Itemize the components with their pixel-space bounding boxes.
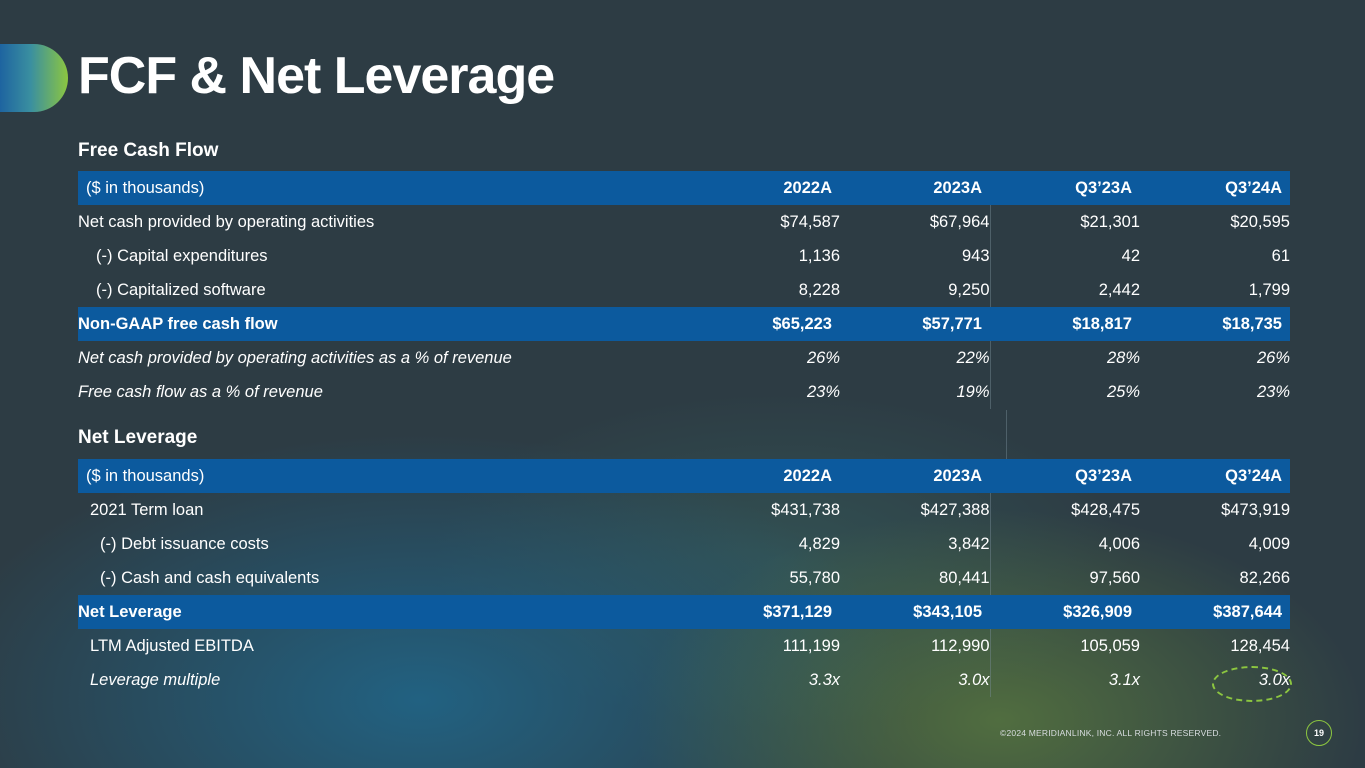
- table-row: Leverage multiple 3.3x 3.0x 3.1x 3.0x: [78, 663, 1290, 697]
- column-divider: [1006, 410, 1007, 462]
- row-label: 2021 Term loan: [90, 500, 204, 519]
- row-value: $428,475: [989, 493, 1140, 527]
- row-value: 4,009: [1248, 534, 1290, 553]
- title-accent-tab: [0, 44, 68, 112]
- row-value: $343,105: [840, 595, 990, 629]
- row-value: 28%: [989, 341, 1140, 375]
- row-value: 1,799: [1248, 280, 1290, 299]
- row-label: Net cash provided by operating activitie…: [78, 212, 375, 231]
- table-row: Free cash flow as a % of revenue 23% 19%…: [78, 375, 1290, 409]
- row-value: $65,223: [690, 307, 840, 341]
- row-value: $371,129: [690, 595, 840, 629]
- row-value: $21,301: [989, 205, 1140, 239]
- row-value: 105,059: [989, 629, 1140, 663]
- header-col: 2022A: [690, 459, 840, 493]
- header-col: Q3’24A: [1140, 171, 1290, 205]
- row-value: 22%: [956, 348, 990, 367]
- row-value: $20,595: [1230, 212, 1290, 231]
- row-value: 8,228: [798, 280, 840, 299]
- page-number-badge: 19: [1306, 720, 1332, 746]
- section-title-net-leverage: Net Leverage: [78, 427, 198, 448]
- row-value: 3,842: [948, 534, 990, 553]
- row-value: 2,442: [989, 273, 1140, 307]
- row-value: $387,644: [1140, 595, 1290, 629]
- row-value: 80,441: [939, 568, 990, 587]
- row-value: $473,919: [1221, 500, 1290, 519]
- header-col: Q3’23A: [990, 171, 1140, 205]
- header-col: Q3’23A: [990, 459, 1140, 493]
- header-col: 2023A: [840, 171, 990, 205]
- page-title: FCF & Net Leverage: [78, 47, 555, 105]
- row-value: $431,738: [771, 500, 840, 519]
- row-label: LTM Adjusted EBITDA: [90, 636, 254, 655]
- row-value: 23%: [806, 382, 840, 401]
- row-value: 19%: [956, 382, 990, 401]
- row-label: Leverage multiple: [90, 670, 221, 689]
- row-value: 23%: [1256, 382, 1290, 401]
- row-value: $427,388: [920, 500, 990, 519]
- row-value: 42: [989, 239, 1140, 273]
- row-label: Net Leverage: [78, 595, 690, 629]
- free-cash-flow-table: ($ in thousands) 2022A 2023A Q3’23A Q3’2…: [78, 171, 1290, 409]
- header-label: ($ in thousands): [78, 171, 690, 205]
- net-leverage-table: ($ in thousands) 2022A 2023A Q3’23A Q3’2…: [78, 459, 1290, 697]
- table-row: (-) Capital expenditures 1,136 943 42 61: [78, 239, 1290, 273]
- table-row: (-) Cash and cash equivalents 55,780 80,…: [78, 561, 1290, 595]
- row-value: 3.0x: [958, 670, 990, 689]
- row-value: 9,250: [948, 280, 990, 299]
- section-title-free-cash-flow: Free Cash Flow: [78, 140, 219, 161]
- row-value: $326,909: [990, 595, 1140, 629]
- table-row: LTM Adjusted EBITDA 111,199 112,990 105,…: [78, 629, 1290, 663]
- row-value: 82,266: [1239, 568, 1290, 587]
- table-header-row: ($ in thousands) 2022A 2023A Q3’23A Q3’2…: [78, 459, 1290, 493]
- table-row: Net cash provided by operating activitie…: [78, 341, 1290, 375]
- header-col: Q3’24A: [1140, 459, 1290, 493]
- row-value: 3.1x: [989, 663, 1140, 697]
- table-row: (-) Capitalized software 8,228 9,250 2,4…: [78, 273, 1290, 307]
- row-value: 97,560: [989, 561, 1140, 595]
- row-label: Free cash flow as a % of revenue: [78, 382, 323, 401]
- row-label: (-) Capital expenditures: [96, 246, 268, 265]
- header-col: 2023A: [840, 459, 990, 493]
- table-header-row: ($ in thousands) 2022A 2023A Q3’23A Q3’2…: [78, 171, 1290, 205]
- row-value: 943: [961, 246, 990, 265]
- row-value: 4,829: [798, 534, 840, 553]
- row-value: $18,817: [990, 307, 1140, 341]
- row-value: 61: [1271, 246, 1290, 265]
- copyright-footer: ©2024 MERIDIANLINK, INC. ALL RIGHTS RESE…: [1000, 728, 1222, 738]
- row-value: $74,587: [780, 212, 840, 231]
- table-row: (-) Debt issuance costs 4,829 3,842 4,00…: [78, 527, 1290, 561]
- table-row-total: Net Leverage $371,129 $343,105 $326,909 …: [78, 595, 1290, 629]
- header-label: ($ in thousands): [78, 459, 690, 493]
- row-value: 3.3x: [808, 670, 840, 689]
- table-row-total: Non-GAAP free cash flow $65,223 $57,771 …: [78, 307, 1290, 341]
- row-value: $67,964: [929, 212, 990, 231]
- row-label: (-) Capitalized software: [96, 280, 266, 299]
- row-label: (-) Debt issuance costs: [100, 534, 269, 553]
- row-label: Net cash provided by operating activitie…: [78, 348, 512, 367]
- row-value: 25%: [989, 375, 1140, 409]
- row-value: 111,199: [782, 636, 840, 655]
- row-value: 4,006: [989, 527, 1140, 561]
- table-row: 2021 Term loan $431,738 $427,388 $428,47…: [78, 493, 1290, 527]
- row-value: 26%: [1256, 348, 1290, 367]
- row-label: (-) Cash and cash equivalents: [100, 568, 320, 587]
- row-value: 55,780: [789, 568, 840, 587]
- row-value: 26%: [806, 348, 840, 367]
- header-col: 2022A: [690, 171, 840, 205]
- table-row: Net cash provided by operating activitie…: [78, 205, 1290, 239]
- row-value: 112,990: [931, 636, 990, 655]
- row-value: $18,735: [1140, 307, 1290, 341]
- row-value: $57,771: [840, 307, 990, 341]
- row-label: Non-GAAP free cash flow: [78, 307, 690, 341]
- row-value: 1,136: [798, 246, 840, 265]
- highlight-circle: [1212, 666, 1292, 702]
- row-value: 128,454: [1230, 636, 1290, 655]
